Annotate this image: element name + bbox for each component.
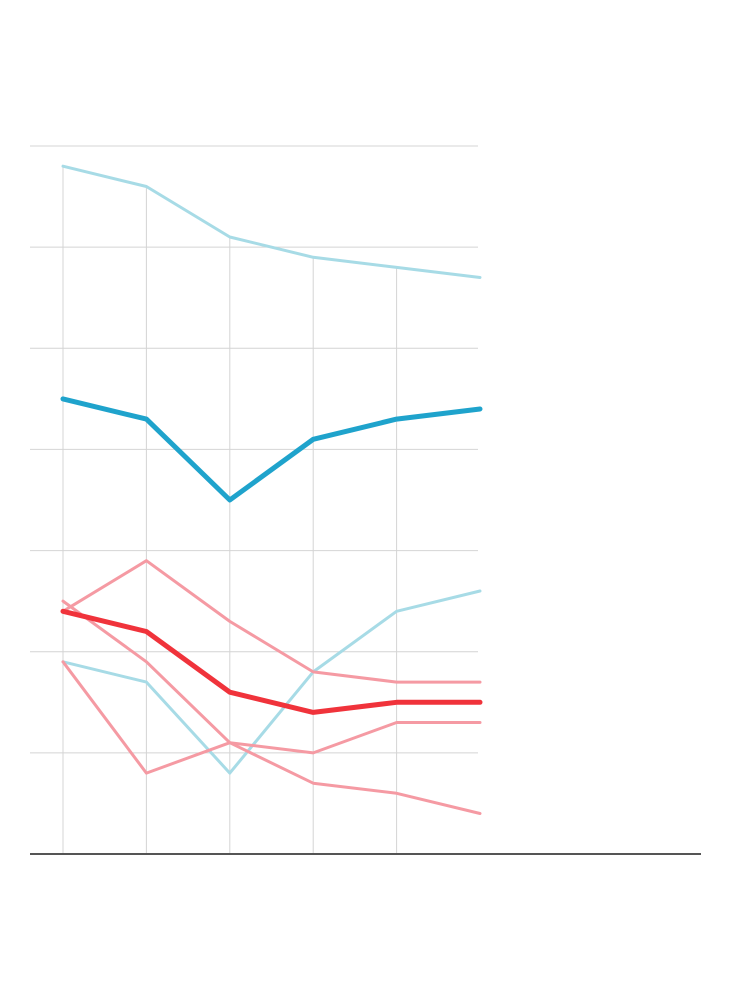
series-line-7 bbox=[60, 608, 483, 715]
grid bbox=[30, 145, 478, 854]
series-line-2 bbox=[60, 396, 483, 503]
series-line-3 bbox=[61, 589, 482, 775]
series-line-5 bbox=[61, 599, 482, 815]
series-line-4 bbox=[61, 559, 482, 684]
series-line-1 bbox=[61, 164, 482, 279]
series-group bbox=[60, 164, 483, 815]
series-line-6 bbox=[61, 660, 482, 775]
